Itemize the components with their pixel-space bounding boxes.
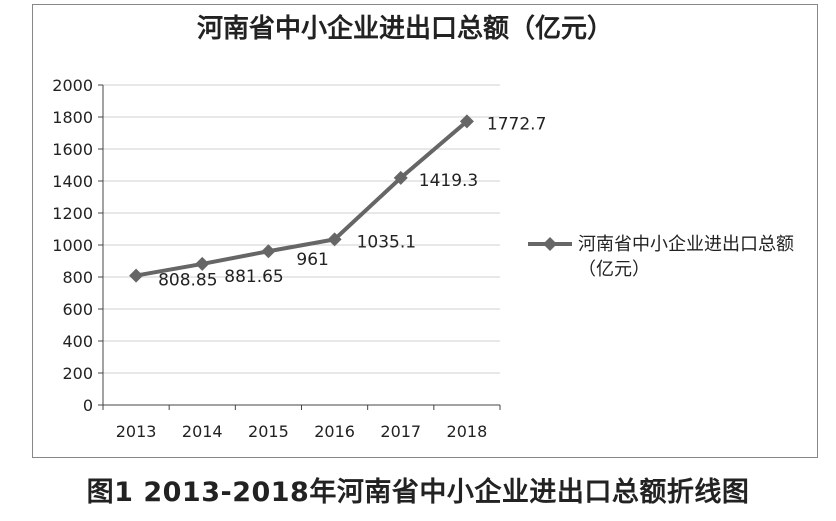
legend-marker — [543, 237, 557, 251]
data-label: 1419.3 — [419, 171, 478, 191]
y-tick-label: 800 — [62, 268, 93, 287]
chart-title: 河南省中小企业进出口总额（亿元） — [196, 14, 613, 44]
data-label: 808.85 — [158, 271, 217, 291]
data-point — [261, 244, 276, 259]
y-tick-label: 1400 — [52, 172, 93, 191]
data-point — [393, 170, 408, 185]
x-tick-label: 2013 — [116, 422, 157, 441]
data-label: 1035.1 — [357, 232, 416, 252]
y-tick-label: 200 — [62, 364, 93, 383]
data-point — [195, 256, 210, 271]
y-tick-label: 1200 — [52, 204, 93, 223]
y-tick-label: 0 — [83, 396, 93, 415]
x-tick-label: 2014 — [182, 422, 223, 441]
series-line — [135, 119, 469, 278]
y-tick-label: 2000 — [52, 76, 93, 95]
y-tick-label: 1800 — [52, 108, 93, 127]
x-tick-label: 2017 — [380, 422, 421, 441]
y-tick-label: 400 — [62, 332, 93, 351]
data-label: 1772.7 — [487, 114, 546, 134]
y-tick-label: 1600 — [52, 140, 93, 159]
data-point — [327, 232, 342, 247]
y-tick-label: 1000 — [52, 236, 93, 255]
chart-frame — [32, 4, 818, 458]
x-tick-label: 2015 — [248, 422, 289, 441]
data-point — [459, 114, 474, 129]
data-label: 961 — [296, 250, 328, 270]
x-tick-label: 2018 — [447, 422, 488, 441]
data-label: 881.65 — [224, 267, 283, 287]
figure-caption: 图1 2013-2018年河南省中小企业进出口总额折线图 — [86, 477, 750, 508]
y-tick-label: 600 — [62, 300, 93, 319]
x-tick-label: 2016 — [314, 422, 355, 441]
data-point — [129, 268, 144, 283]
legend-label: 河南省中小企业进出口总额（亿元） — [578, 234, 794, 280]
